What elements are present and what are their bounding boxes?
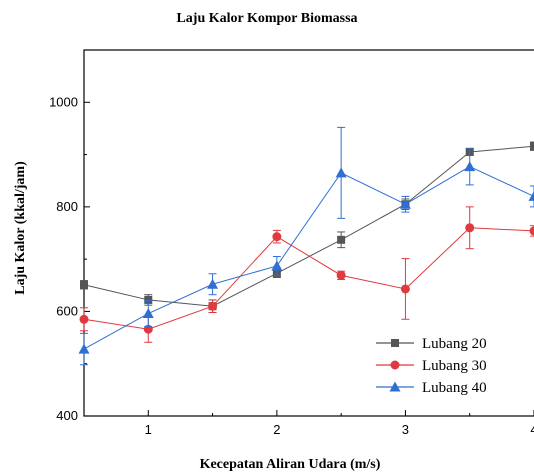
legend-marker-lubang-20 <box>391 339 399 347</box>
data-point <box>335 167 347 178</box>
data-point <box>530 142 534 151</box>
series-layer <box>78 126 534 366</box>
legend-label-lubang-40: Lubang 40 <box>422 380 487 396</box>
data-point <box>144 295 153 304</box>
data-point <box>336 270 346 280</box>
series-lubang-40 <box>78 126 534 366</box>
legend: Lubang 20 Lubang 30 Lubang 40 <box>376 336 487 396</box>
x-axis-ticks: 1 2 3 4 <box>145 410 534 437</box>
data-point <box>528 190 534 201</box>
data-point <box>337 235 346 244</box>
data-point <box>529 226 534 236</box>
data-point <box>464 161 476 172</box>
x-tick-label: 3 <box>402 422 409 437</box>
data-point <box>208 301 218 311</box>
data-point <box>79 314 89 324</box>
series-line-lubang-40 <box>83 166 534 350</box>
data-point <box>465 223 475 233</box>
y-axis-ticks: 400 600 800 1000 <box>49 49 90 423</box>
legend-label-lubang-30: Lubang 30 <box>422 358 487 374</box>
series-line-lubang-30 <box>83 227 534 330</box>
chart-title: Laju Kalor Kompor Biomassa <box>176 11 357 26</box>
data-point <box>399 198 411 209</box>
data-point <box>142 308 154 319</box>
data-point <box>271 260 283 271</box>
series-lubang-30 <box>79 206 534 343</box>
data-point <box>78 343 90 354</box>
data-point <box>207 278 219 289</box>
y-axis-label: Laju Kalor (kkal/jam) <box>13 161 28 295</box>
plot-border <box>83 49 534 417</box>
x-axis-label: Kecepatan Aliran Udara (m/s) <box>200 457 381 472</box>
legend-label-lubang-20: Lubang 20 <box>422 336 487 352</box>
data-point <box>80 280 88 289</box>
y-tick-label: 400 <box>56 408 78 423</box>
x-tick-label: 4 <box>530 422 534 437</box>
y-tick-label: 600 <box>56 303 78 318</box>
data-point <box>400 284 410 294</box>
legend-marker-lubang-30 <box>390 360 400 370</box>
plot-area <box>83 49 534 417</box>
legend-marker-lubang-40 <box>389 381 401 392</box>
data-point <box>272 232 282 242</box>
y-tick-label: 800 <box>56 199 78 214</box>
y-tick-label: 1000 <box>49 94 78 109</box>
x-tick-label: 2 <box>273 422 280 437</box>
x-tick-label: 1 <box>145 422 152 437</box>
